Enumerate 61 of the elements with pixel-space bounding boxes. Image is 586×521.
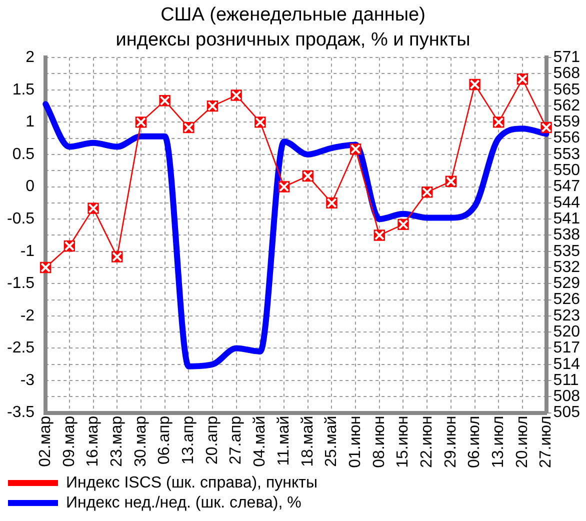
y2-tick-label: 535 xyxy=(553,242,580,260)
x-tick-label: 06.апр xyxy=(156,416,174,465)
x-tick-label: 30.мар xyxy=(132,416,150,467)
y2-tick-label: 550 xyxy=(553,162,580,180)
y-tick-label: -3 xyxy=(20,372,35,389)
x-tick-label: 01.июн xyxy=(346,416,364,468)
y-tick-label: -1.5 xyxy=(6,275,35,292)
y-tick-label: 1 xyxy=(26,114,35,131)
x-tick-label: 27.апр xyxy=(228,416,245,465)
y2-tick-label: 514 xyxy=(553,356,580,373)
y2-tick-label: 547 xyxy=(553,178,580,196)
x-tick-label: 20.апр xyxy=(204,416,221,465)
x-tick-label: 29.июн xyxy=(442,416,460,468)
x-tick-label: 11.май xyxy=(275,416,292,466)
y-tick-label: -3.5 xyxy=(6,404,35,422)
x-tick-label: 13.апр xyxy=(180,416,198,465)
y-tick-label: -2.5 xyxy=(6,340,35,357)
y-tick-label: -2 xyxy=(20,307,35,324)
y2-tick-label: 541 xyxy=(553,210,580,228)
chart-title: США (еженедельные данные) xyxy=(160,4,426,26)
y2-tick-label: 553 xyxy=(553,146,580,163)
y2-tick-label: 526 xyxy=(553,291,580,308)
x-tick-label: 25.май xyxy=(323,416,340,467)
x-tick-label: 18.май xyxy=(299,416,316,467)
x-tick-label: 09.мар xyxy=(60,416,78,467)
y2-tick-label: 511 xyxy=(553,372,579,389)
legend-label: Индекс ISCS (шк. справа), пункты xyxy=(66,474,318,492)
x-tick-label: 23.мар xyxy=(108,416,126,467)
x-tick-label: 15.июн xyxy=(394,416,412,468)
y2-tick-label: 565 xyxy=(553,81,580,98)
y2-tick-label: 544 xyxy=(553,194,580,212)
x-tick-label: 16.мар xyxy=(84,416,102,467)
y2-tick-label: 523 xyxy=(553,307,580,324)
x-tick-label: 02.мар xyxy=(36,416,54,467)
x-tick-label: 08.июн xyxy=(370,416,388,468)
y2-tick-label: 559 xyxy=(553,114,580,131)
x-tick-label: 22.июн xyxy=(418,416,436,468)
y-tick-label: 0.5 xyxy=(12,146,35,163)
y2-tick-label: 529 xyxy=(553,275,580,292)
x-tick-label: 27.июл xyxy=(538,416,555,468)
x-tick-label: 13.июл xyxy=(490,416,508,468)
y2-tick-label: 556 xyxy=(553,130,580,147)
x-tick-label: 04.май xyxy=(252,416,269,467)
legend-label: Индекс нед./нед. (шк. слева), % xyxy=(66,494,302,512)
y-tick-label: -1 xyxy=(20,242,35,260)
chart-subtitle: индексы розничных продаж, % и пункты xyxy=(116,29,470,50)
y2-tick-label: 538 xyxy=(553,226,580,244)
y2-tick-label: 532 xyxy=(553,258,580,276)
y2-tick-label: 562 xyxy=(553,97,580,114)
y2-tick-label: 520 xyxy=(553,324,580,341)
x-tick-label: 06.июл xyxy=(466,416,484,468)
y-tick-label: 2 xyxy=(26,49,35,66)
y2-tick-label: 517 xyxy=(553,340,580,357)
y2-tick-label: 568 xyxy=(553,65,580,82)
y-tick-label: -0.5 xyxy=(6,210,35,228)
y-tick-label: 1.5 xyxy=(12,81,35,98)
y2-tick-label: 505 xyxy=(553,404,580,422)
y-tick-label: 0 xyxy=(26,178,35,196)
y2-tick-label: 571 xyxy=(553,49,580,66)
y2-tick-label: 508 xyxy=(553,388,580,406)
x-tick-label: 20.июл xyxy=(514,416,531,468)
